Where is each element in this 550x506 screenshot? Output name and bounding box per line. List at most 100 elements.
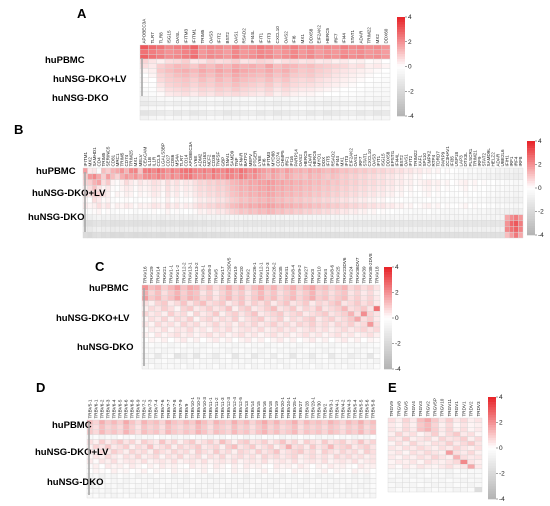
heatmap-cell <box>364 110 374 116</box>
heatmap-cell <box>124 231 130 239</box>
heatmap-cell <box>177 424 184 430</box>
heatmap-cell <box>416 477 425 483</box>
heatmap-cell <box>252 196 258 204</box>
heatmap-cell <box>159 483 166 489</box>
heatmap-cell <box>148 337 156 343</box>
heatmap-cell <box>509 173 515 180</box>
heatmap-cell <box>486 179 492 186</box>
column-label: OAS2 <box>283 31 288 44</box>
column-label: TRBV29-1 <box>310 397 315 419</box>
legend-tick-label: -2 <box>395 341 401 348</box>
heatmap-cell <box>198 101 207 107</box>
heatmap-cell <box>284 214 290 221</box>
heatmap-cell <box>165 473 172 479</box>
column-label: TRGV9 <box>389 401 394 417</box>
heatmap-cell <box>366 231 372 239</box>
heatmap-cell <box>171 463 178 469</box>
heatmap-cell <box>261 220 267 227</box>
heatmap-cell <box>148 72 157 79</box>
heatmap-cell <box>472 179 478 186</box>
heatmap-cell <box>298 220 304 227</box>
heatmap-cell <box>279 483 286 489</box>
heatmap-cell <box>213 449 220 455</box>
column-label: STAT2 <box>482 152 487 166</box>
heatmap-cell <box>153 478 160 484</box>
heatmap-cell <box>238 295 246 301</box>
heatmap-cell <box>426 196 432 204</box>
heatmap-cell <box>199 311 207 317</box>
legend-tick-label: -4 <box>538 232 544 239</box>
heatmap-cell <box>251 284 258 291</box>
heatmap-cell <box>395 450 403 456</box>
heatmap-cell <box>283 353 291 359</box>
heatmap-cell <box>293 231 299 239</box>
heatmap-cell <box>309 284 316 291</box>
column-label: BATF2 <box>243 152 248 166</box>
heatmap-cell <box>316 226 322 233</box>
heatmap-cell <box>255 492 262 499</box>
heatmap-cell <box>96 231 102 239</box>
heatmap-cell <box>366 191 372 198</box>
heatmap-cell <box>186 363 194 370</box>
column-label: IRF9 <box>477 156 482 166</box>
heatmap-cell <box>256 82 266 88</box>
heatmap-cell <box>183 208 189 215</box>
legend-swatch <box>488 407 496 411</box>
heatmap-cell <box>167 295 175 301</box>
heatmap-cell <box>206 295 213 301</box>
legend-swatch <box>384 267 392 270</box>
heatmap-cell <box>137 179 143 186</box>
heatmap-cell <box>197 208 203 215</box>
heatmap-cell <box>186 316 194 322</box>
heatmap-cell <box>281 44 291 50</box>
heatmap-cell <box>231 77 241 83</box>
heatmap-cell <box>148 58 157 64</box>
heatmap-cell <box>348 191 354 198</box>
heatmap-cell <box>509 196 515 204</box>
heatmap-cell <box>298 58 307 64</box>
heatmap-cell <box>366 342 374 349</box>
heatmap-cell <box>281 63 291 69</box>
heatmap-cell <box>165 463 172 469</box>
heatmap-cell <box>356 49 366 55</box>
column-label: TRGV2 <box>425 401 430 417</box>
heatmap-cell <box>298 72 307 79</box>
heatmap-cell <box>225 353 233 359</box>
heatmap-cell <box>334 202 340 210</box>
heatmap-cell <box>267 463 274 469</box>
heatmap-cell <box>369 439 377 445</box>
heatmap-cell <box>116 478 124 484</box>
heatmap-cell <box>164 44 174 50</box>
heatmap-cell <box>128 444 136 450</box>
heatmap-cell <box>186 321 194 328</box>
heatmap-cell <box>251 342 258 349</box>
heatmap-cell <box>248 96 257 102</box>
heatmap-cell <box>347 347 355 354</box>
heatmap-cell <box>148 311 156 317</box>
heatmap-cell <box>504 208 510 215</box>
column-label: UBE2L6 <box>500 149 505 167</box>
heatmap-cell <box>325 167 331 175</box>
heatmap-cell <box>417 226 423 233</box>
heatmap-cell <box>395 436 403 442</box>
heatmap-cell <box>297 424 304 430</box>
heatmap-cell <box>309 337 316 343</box>
legend-swatch <box>384 295 392 298</box>
heatmap-cell <box>243 196 249 204</box>
heatmap-cell <box>273 444 280 450</box>
heatmap-cell <box>173 332 181 338</box>
heatmap-cell <box>327 419 335 426</box>
heatmap-cell <box>264 86 274 93</box>
heatmap-cell <box>298 44 307 50</box>
heatmap-cell <box>165 185 171 192</box>
heatmap-cell <box>186 290 194 296</box>
heatmap-cell <box>423 477 432 483</box>
heatmap-cell <box>314 72 324 79</box>
heatmap-cell <box>195 453 202 460</box>
heatmap-cell <box>212 353 220 359</box>
heatmap-cell <box>321 300 329 307</box>
heatmap-cell <box>298 96 307 102</box>
heatmap-cell <box>472 226 478 233</box>
row-group-label: huNSG-DKO <box>52 93 108 104</box>
heatmap-cell <box>363 424 371 430</box>
